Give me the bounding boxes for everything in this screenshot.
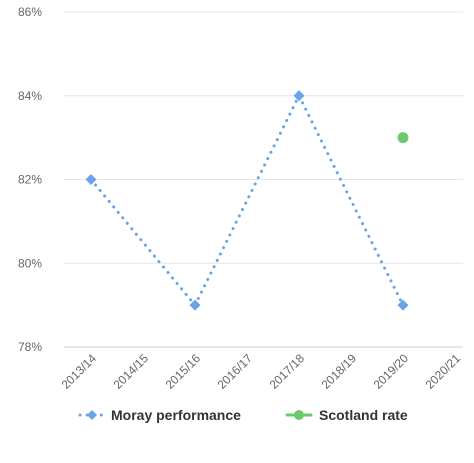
x-tick-label: 2014/15 <box>111 351 152 392</box>
axes: 78% 80% 82% 84% 86% 2013/14 2014/15 2015/16 2016… <box>18 5 463 392</box>
series-0 <box>85 90 409 311</box>
data-point <box>293 90 305 102</box>
legend-item: Scotland rate <box>285 407 408 423</box>
data-point <box>189 299 201 311</box>
x-tick-label: 2015/16 <box>163 351 204 392</box>
series <box>85 90 409 311</box>
x-tick-label: 2016/17 <box>215 351 256 392</box>
x-tick-label: 2019/20 <box>371 351 412 392</box>
series-line <box>89 92 405 308</box>
x-tick-label: 2017/18 <box>267 351 308 392</box>
y-tick-label: 80% <box>18 256 42 270</box>
legend-diamond-icon <box>87 410 97 420</box>
legend-circle-icon <box>294 410 304 420</box>
legend-item: Moray performance <box>78 407 241 423</box>
x-tick-label: 2020/21 <box>423 351 464 392</box>
y-tick-label: 86% <box>18 5 42 19</box>
data-point <box>397 299 409 311</box>
data-point <box>397 132 409 144</box>
x-tick-label: 2018/19 <box>319 351 360 392</box>
data-point <box>85 174 97 185</box>
y-tick-label: 82% <box>18 173 42 187</box>
legend-label: Scotland rate <box>319 407 408 423</box>
legend-label: Moray performance <box>111 407 241 423</box>
x-tick-label: 2013/14 <box>59 351 100 392</box>
series-1 <box>397 132 409 144</box>
y-tick-label: 78% <box>18 340 42 354</box>
y-tick-label: 84% <box>18 89 42 103</box>
gridlines <box>64 11 463 348</box>
legend: Moray performance Scotland rate <box>78 407 408 423</box>
